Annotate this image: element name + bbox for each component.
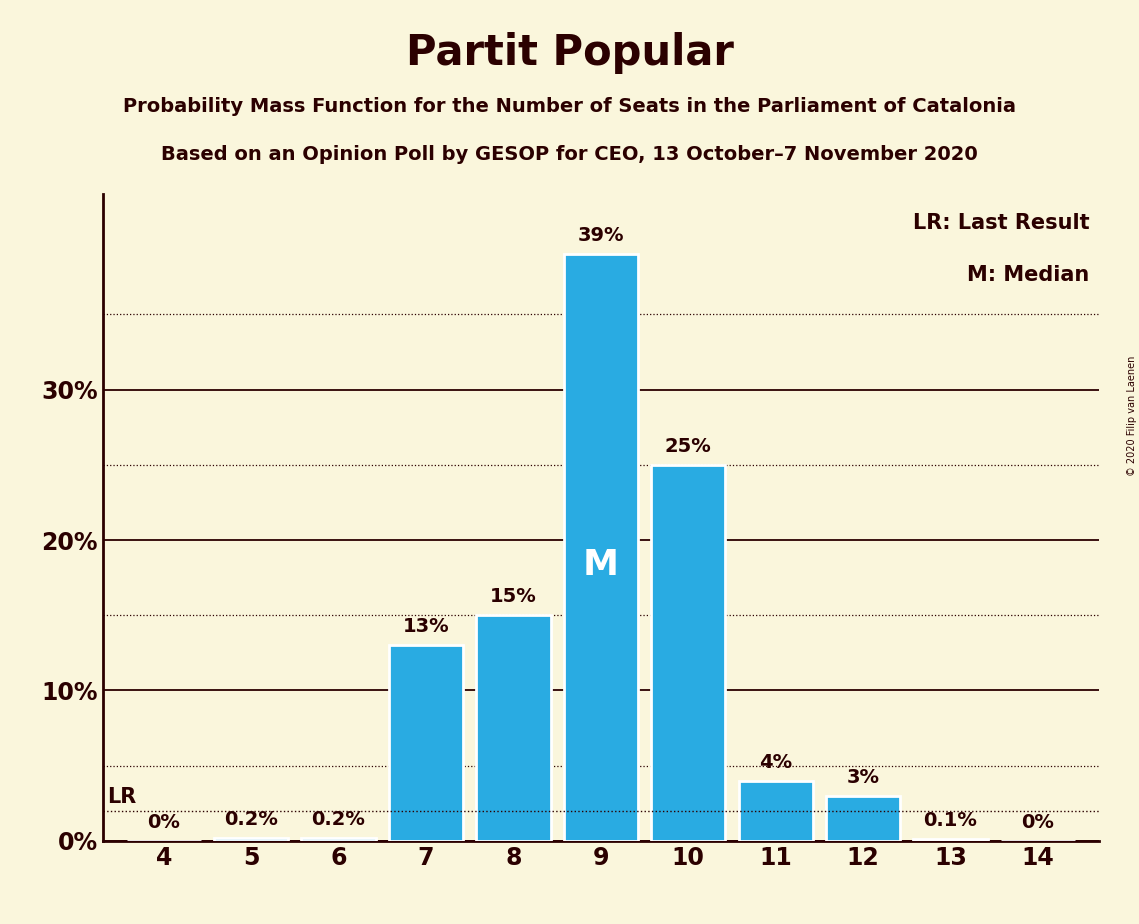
Bar <box>826 796 900 841</box>
Bar <box>214 838 288 841</box>
Text: 0.1%: 0.1% <box>924 811 977 831</box>
Text: © 2020 Filip van Laenen: © 2020 Filip van Laenen <box>1126 356 1137 476</box>
Bar <box>652 465 726 841</box>
Text: 15%: 15% <box>490 587 536 606</box>
Text: 0.2%: 0.2% <box>312 809 366 829</box>
Text: 13%: 13% <box>403 617 449 637</box>
Text: 0.2%: 0.2% <box>224 809 278 829</box>
Bar <box>302 838 376 841</box>
Bar <box>913 839 988 841</box>
Bar <box>738 781 813 841</box>
Text: LR: Last Result: LR: Last Result <box>912 213 1089 234</box>
Text: Based on an Opinion Poll by GESOP for CEO, 13 October–7 November 2020: Based on an Opinion Poll by GESOP for CE… <box>161 145 978 164</box>
Text: M: M <box>583 548 618 582</box>
Text: Partit Popular: Partit Popular <box>405 32 734 74</box>
Text: 4%: 4% <box>759 753 793 772</box>
Text: 25%: 25% <box>665 437 712 456</box>
Text: 3%: 3% <box>846 768 879 786</box>
Bar <box>476 615 550 841</box>
Text: 39%: 39% <box>577 226 624 245</box>
Text: M: Median: M: Median <box>967 265 1089 286</box>
Text: 0%: 0% <box>147 813 180 832</box>
Text: 0%: 0% <box>1022 813 1055 832</box>
Bar <box>388 645 464 841</box>
Text: LR: LR <box>107 787 137 807</box>
Text: Probability Mass Function for the Number of Seats in the Parliament of Catalonia: Probability Mass Function for the Number… <box>123 97 1016 116</box>
Bar <box>564 254 638 841</box>
